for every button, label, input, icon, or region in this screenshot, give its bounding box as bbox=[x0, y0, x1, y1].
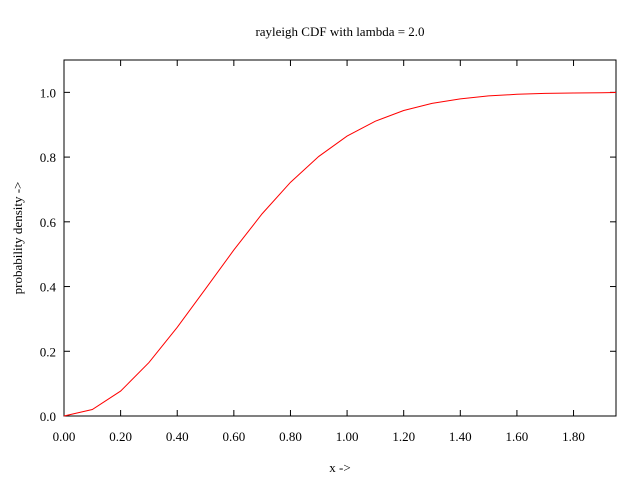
plot-frame bbox=[63, 59, 617, 417]
y-tick-label: 0.0 bbox=[40, 409, 56, 424]
y-tick-label: 1.0 bbox=[40, 85, 56, 100]
x-tick-label: 0.80 bbox=[279, 429, 302, 444]
x-tick-label: 1.20 bbox=[392, 429, 415, 444]
chart-title: rayleigh CDF with lambda = 2.0 bbox=[255, 24, 424, 39]
x-tick-label: 0.40 bbox=[166, 429, 189, 444]
x-tick-labels: 0.00 0.20 0.40 0.60 0.80 1.00 1.20 1.40 1.60 1.80 bbox=[53, 429, 585, 444]
x-tick-label: 1.60 bbox=[506, 429, 529, 444]
y-tick-label: 0.2 bbox=[40, 344, 56, 359]
x-tick-label: 0.20 bbox=[109, 429, 132, 444]
x-tick-label: 1.40 bbox=[449, 429, 472, 444]
x-tick-label: 0.60 bbox=[222, 429, 245, 444]
y-axis-label: probability density -> bbox=[10, 182, 25, 295]
y-tick-label: 0.8 bbox=[40, 150, 56, 165]
y-tick-label: 0.4 bbox=[40, 280, 57, 295]
y-tick-label: 0.6 bbox=[40, 215, 57, 230]
x-tick-label: 1.80 bbox=[562, 429, 585, 444]
x-tick-label: 1.00 bbox=[336, 429, 359, 444]
cdf-curve bbox=[63, 92, 617, 417]
y-tick-labels: 0.0 0.2 0.4 0.6 0.8 1.0 bbox=[40, 85, 57, 424]
tick-marks bbox=[63, 60, 616, 417]
x-tick-label: 0.00 bbox=[53, 429, 76, 444]
x-axis-label: x -> bbox=[329, 460, 350, 475]
